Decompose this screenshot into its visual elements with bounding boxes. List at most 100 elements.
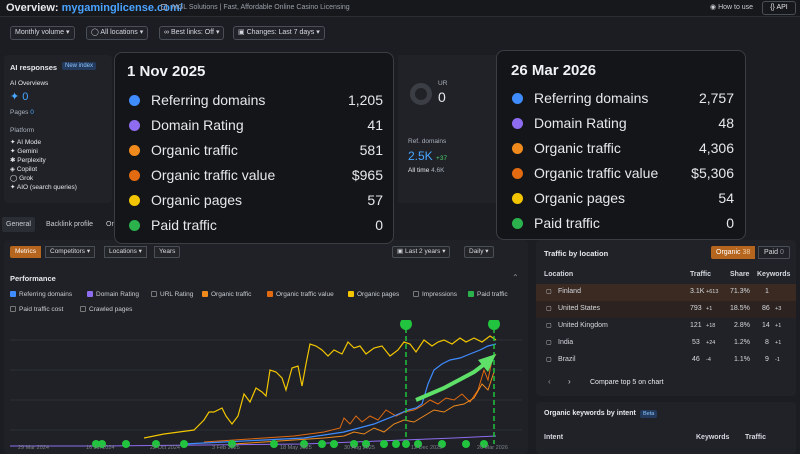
intent-column-header: Intent — [544, 434, 564, 441]
ai-overviews-value[interactable]: ✦ 0 — [10, 91, 29, 103]
table-row[interactable]: ▢ Finland 3.1K +613 71.3% 1 — [536, 284, 796, 301]
tooltip-left: 1 Nov 2025 Referring domains 1,205 Domain… — [114, 52, 394, 244]
years-toggle[interactable]: Years — [154, 246, 181, 258]
chevron-down-icon: ▾ — [138, 248, 142, 255]
tooltip-row: Organic pages 54 — [512, 186, 734, 211]
timeline-markers[interactable] — [92, 440, 488, 448]
range-select[interactable]: ▣ Last 2 years ▾ — [392, 246, 451, 258]
chevron-down-icon[interactable] — [161, 4, 167, 10]
compare-top5-link[interactable]: Compare top 5 on chart — [590, 379, 664, 386]
organic-toggle[interactable]: Organic 38 — [711, 246, 756, 259]
series-dot-icon — [512, 143, 523, 154]
api-button[interactable]: {} API — [762, 1, 796, 15]
table-row[interactable]: ▢ Brazil 46 -4 1.1% 9 -1 — [546, 356, 780, 363]
x-tick: 30 Aug 2025 — [344, 445, 375, 451]
legend-url-rating[interactable]: URL Rating — [151, 291, 193, 298]
platform-grok[interactable]: ◯ Grok — [10, 175, 34, 182]
tooltip-row: Referring domains 2,757 — [512, 86, 734, 111]
granularity-select[interactable]: Daily ▾ — [464, 246, 494, 258]
table-row[interactable]: ▢ United Kingdom 121 +18 2.8% 14 +1 — [546, 322, 782, 329]
x-tick: 26 Mar 2026 — [477, 445, 508, 451]
legend-domain-rating[interactable]: Domain Rating — [87, 291, 139, 298]
report-tabs: General Backlink profile Or — [0, 217, 128, 232]
legend-paid-traffic[interactable]: Paid traffic — [468, 291, 508, 298]
calendar-icon: ▣ — [397, 248, 404, 255]
collapse-icon[interactable]: ⌃ — [512, 273, 519, 282]
series-dot-icon — [129, 145, 140, 156]
ai-responses-panel: AI responses New index AI Overviews ✦ 0 … — [4, 55, 112, 203]
platform-perplexity[interactable]: ✱ Perplexity — [10, 157, 46, 164]
perplexity-icon: ✱ — [10, 157, 16, 164]
platform-copilot[interactable]: ◈ Copilot — [10, 166, 38, 173]
series-dot-icon — [512, 93, 523, 104]
tooltip-row: Organic traffic 581 — [129, 138, 383, 163]
tooltip-row: Domain Rating 41 — [129, 113, 383, 138]
x-tick: 18 May 2025 — [280, 445, 312, 451]
play-icon: ◉ — [710, 4, 717, 11]
legend-organic-pages[interactable]: Organic pages — [348, 291, 399, 298]
platform-ai-mode[interactable]: ✦ AI Mode — [10, 139, 42, 146]
platform-gemini[interactable]: ✦ Gemini — [10, 148, 38, 155]
best-links-filter[interactable]: ∞ Best links: Off ▾ — [159, 26, 225, 40]
legend-crawled-pages[interactable]: Crawled pages — [80, 306, 132, 313]
tab-general[interactable]: General — [2, 217, 35, 232]
organic-pages-line — [143, 335, 497, 439]
chevron-down-icon: ▾ — [316, 29, 320, 36]
prev-page-icon[interactable]: ‹ — [548, 377, 551, 386]
platform-aio[interactable]: ✦ AIO (search queries) — [10, 184, 77, 191]
competitors-toggle[interactable]: Competitors ▾ — [45, 246, 96, 258]
performance-chart[interactable] — [4, 320, 528, 454]
flag-finland-icon: ▢ — [546, 289, 552, 295]
annotation-marker[interactable] — [488, 320, 500, 330]
checkbox-icon — [413, 291, 419, 297]
next-page-icon[interactable]: › — [568, 377, 571, 386]
ref-domains-label: Ref. domains — [408, 138, 447, 145]
ref-domains-value[interactable]: 2.5K +37 — [408, 149, 448, 163]
flag-uk-icon: ▢ — [546, 323, 552, 329]
changes-filter[interactable]: ▣ Changes: Last 7 days ▾ — [233, 26, 325, 40]
beta-badge: Beta — [640, 410, 658, 418]
table-row[interactable]: ▢ India 53 +24 1.2% 8 +1 — [546, 339, 782, 346]
calendar-icon: ▣ — [238, 29, 245, 36]
keywords-by-intent-panel: Organic keywords by intent Beta Intent K… — [536, 402, 796, 454]
volume-filter[interactable]: Monthly volume ▾ — [10, 26, 75, 40]
ai-responses-heading: AI responses — [10, 63, 58, 72]
platform-label: Platform — [10, 127, 35, 134]
keywords-by-intent-title: Organic keywords by intent — [544, 410, 636, 417]
tab-backlink-profile[interactable]: Backlink profile — [46, 221, 94, 228]
checkbox-icon — [348, 291, 354, 297]
metrics-toggle[interactable]: Metrics — [10, 246, 41, 258]
series-dot-icon — [129, 170, 140, 181]
locations-toggle[interactable]: Locations ▾ — [104, 246, 147, 258]
grok-icon: ◯ — [10, 175, 18, 182]
series-dot-icon — [129, 195, 140, 206]
growth-arrow-icon — [415, 358, 492, 402]
how-to-use-link[interactable]: ◉ How to use — [710, 4, 754, 11]
new-index-badge: New index — [62, 62, 97, 70]
legend-referring-domains[interactable]: Referring domains — [10, 291, 72, 298]
ur-label: UR — [438, 80, 448, 87]
location-filter[interactable]: ◯ All locations ▾ — [86, 26, 149, 40]
tooltip-row: Paid traffic 0 — [129, 213, 383, 238]
sparkle-icon: ✦ — [10, 91, 20, 103]
legend-organic-traffic-value[interactable]: Organic traffic value — [267, 291, 334, 298]
organic-traffic-line — [233, 371, 495, 445]
legend-organic-traffic[interactable]: Organic traffic — [202, 291, 251, 298]
referring-domains-line — [183, 343, 497, 445]
legend-impressions[interactable]: Impressions — [413, 291, 457, 298]
checkbox-icon — [87, 291, 93, 297]
checkbox-icon — [468, 291, 474, 297]
copilot-icon: ◈ — [10, 166, 15, 173]
table-row[interactable]: ▢ United States 793 +1 18.5% 86 +3 — [536, 301, 796, 318]
tooltip-row: Organic traffic 4,306 — [512, 136, 734, 161]
tab-organic[interactable]: Or — [106, 221, 114, 228]
organic-traffic-value-line — [203, 353, 497, 443]
legend-paid-traffic-cost[interactable]: Paid traffic cost — [10, 306, 63, 313]
tooltip-row: Organic pages 57 — [129, 188, 383, 213]
domain-link[interactable]: mygaminglicense.com/ — [61, 2, 183, 14]
tooltip-right: 26 Mar 2026 Referring domains 2,757 Domai… — [496, 50, 746, 240]
checkbox-icon — [267, 291, 273, 297]
annotation-marker[interactable] — [400, 320, 412, 330]
flag-brazil-icon: ▢ — [546, 357, 552, 363]
paid-toggle[interactable]: Paid 0 — [758, 246, 790, 259]
